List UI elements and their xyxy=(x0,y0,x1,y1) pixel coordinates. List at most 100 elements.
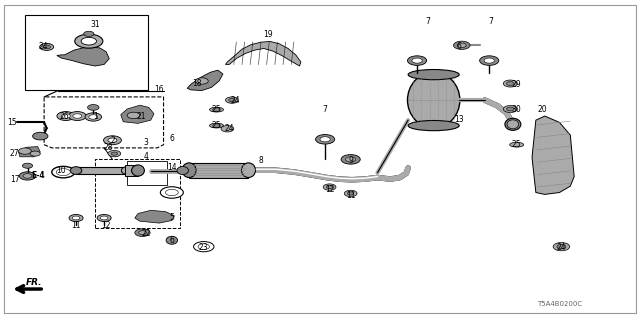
Text: 30: 30 xyxy=(512,105,522,114)
Text: 25: 25 xyxy=(512,140,522,149)
Circle shape xyxy=(56,169,70,176)
Text: 3: 3 xyxy=(144,138,148,147)
Circle shape xyxy=(228,99,235,102)
Ellipse shape xyxy=(122,167,133,174)
Text: 1: 1 xyxy=(93,112,97,121)
Text: 24: 24 xyxy=(38,42,47,52)
Text: 7: 7 xyxy=(323,105,328,114)
Text: 11: 11 xyxy=(71,221,81,230)
Text: 7: 7 xyxy=(489,17,493,26)
Circle shape xyxy=(320,137,330,142)
Text: 6: 6 xyxy=(170,134,174,143)
Circle shape xyxy=(503,106,517,113)
Text: 12: 12 xyxy=(325,185,334,194)
Circle shape xyxy=(81,37,97,45)
Circle shape xyxy=(166,189,178,196)
Text: 19: 19 xyxy=(263,30,273,39)
Text: 20: 20 xyxy=(538,105,547,114)
Text: 31: 31 xyxy=(90,20,100,29)
Circle shape xyxy=(57,112,75,121)
Circle shape xyxy=(19,148,31,154)
Circle shape xyxy=(69,214,83,221)
Circle shape xyxy=(52,166,75,178)
Text: 24: 24 xyxy=(231,96,241,105)
Text: 17: 17 xyxy=(10,175,20,184)
Circle shape xyxy=(30,151,40,156)
Text: 16: 16 xyxy=(154,85,164,94)
Ellipse shape xyxy=(70,167,82,174)
Text: FR.: FR. xyxy=(26,278,42,287)
Polygon shape xyxy=(19,147,40,157)
Circle shape xyxy=(84,31,94,36)
Circle shape xyxy=(316,134,335,144)
Circle shape xyxy=(553,243,570,251)
Ellipse shape xyxy=(509,142,524,147)
Circle shape xyxy=(326,186,333,189)
Polygon shape xyxy=(189,163,248,178)
Text: 25: 25 xyxy=(212,105,221,114)
Polygon shape xyxy=(532,116,574,195)
Circle shape xyxy=(193,242,214,252)
Circle shape xyxy=(108,150,121,157)
Circle shape xyxy=(225,97,238,103)
Circle shape xyxy=(458,43,467,48)
Text: 23: 23 xyxy=(199,243,209,252)
Ellipse shape xyxy=(209,123,223,128)
Text: 2: 2 xyxy=(110,136,115,145)
Circle shape xyxy=(43,45,51,49)
Circle shape xyxy=(557,244,566,249)
Circle shape xyxy=(198,244,209,250)
Bar xyxy=(25,15,148,90)
Text: 25: 25 xyxy=(212,121,221,130)
Circle shape xyxy=(412,58,422,63)
Text: 4: 4 xyxy=(144,152,148,161)
Text: 12: 12 xyxy=(101,221,111,230)
Circle shape xyxy=(68,112,86,121)
Text: 14: 14 xyxy=(167,163,177,172)
Text: T5A4B0200C: T5A4B0200C xyxy=(537,301,582,307)
Circle shape xyxy=(479,56,499,65)
Circle shape xyxy=(111,152,118,155)
Circle shape xyxy=(195,78,208,84)
Polygon shape xyxy=(121,105,154,123)
Ellipse shape xyxy=(132,165,145,176)
Text: 8: 8 xyxy=(259,156,264,165)
Circle shape xyxy=(139,231,147,235)
Text: 28: 28 xyxy=(103,143,113,152)
Polygon shape xyxy=(125,165,138,176)
Circle shape xyxy=(85,113,102,121)
Circle shape xyxy=(408,56,427,65)
Text: 18: 18 xyxy=(193,79,202,88)
Text: 9: 9 xyxy=(348,156,353,165)
Polygon shape xyxy=(187,70,223,91)
Circle shape xyxy=(348,192,354,195)
Text: 13: 13 xyxy=(454,115,464,124)
Circle shape xyxy=(344,190,357,197)
Circle shape xyxy=(33,132,48,140)
Text: 26: 26 xyxy=(60,112,69,121)
Ellipse shape xyxy=(408,121,460,131)
Circle shape xyxy=(212,108,220,112)
Circle shape xyxy=(212,124,220,127)
Text: E-4: E-4 xyxy=(31,172,45,180)
Circle shape xyxy=(97,214,111,221)
Circle shape xyxy=(23,174,32,178)
Text: 11: 11 xyxy=(346,191,355,200)
Text: 27: 27 xyxy=(10,149,20,158)
Circle shape xyxy=(88,105,99,110)
Circle shape xyxy=(73,114,82,118)
Circle shape xyxy=(75,34,103,48)
Polygon shape xyxy=(76,167,127,174)
Circle shape xyxy=(40,44,54,50)
Circle shape xyxy=(346,157,356,162)
Ellipse shape xyxy=(209,107,223,112)
Polygon shape xyxy=(225,42,301,66)
Ellipse shape xyxy=(182,163,196,178)
Text: 7: 7 xyxy=(425,17,429,26)
Circle shape xyxy=(127,112,140,119)
Text: 24: 24 xyxy=(225,124,234,133)
Text: 29: 29 xyxy=(512,80,522,89)
Text: 10: 10 xyxy=(56,166,66,175)
Circle shape xyxy=(221,125,234,132)
Ellipse shape xyxy=(177,166,188,174)
